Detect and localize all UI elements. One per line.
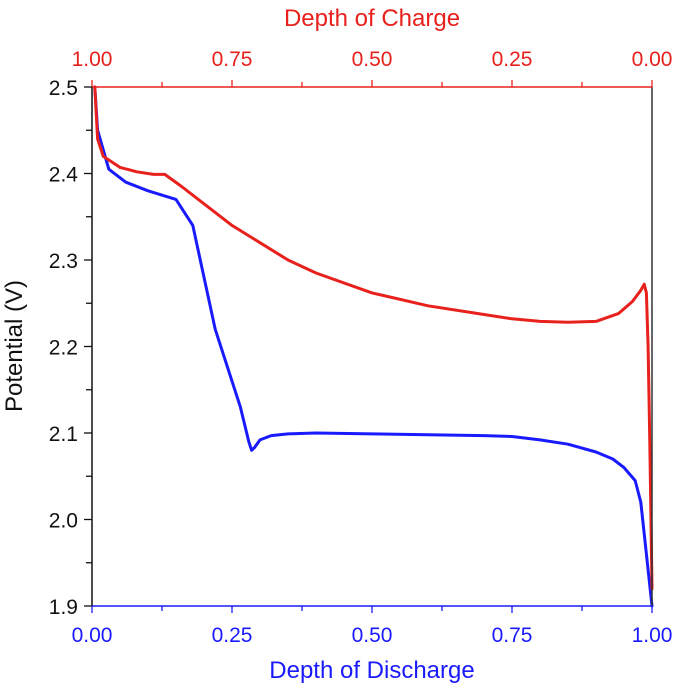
top-tick-label: 0.00 — [632, 48, 673, 71]
bottom-tick-label: 0.50 — [352, 624, 393, 647]
y-tick-label: 2.0 — [49, 510, 78, 533]
top-tick-label: 0.50 — [352, 48, 393, 71]
y-axis-title: Potential (V) — [1, 280, 28, 412]
y-tick-label: 2.4 — [49, 164, 79, 187]
bottom-tick-label: 0.75 — [492, 624, 533, 647]
y-tick-label: 2.3 — [49, 250, 78, 273]
axis-ticks — [84, 80, 653, 613]
y-tick-label: 2.1 — [49, 423, 78, 446]
y-tick-label: 1.9 — [49, 596, 78, 619]
discharge-curve — [93, 85, 654, 608]
bottom-tick-label: 1.00 — [632, 624, 673, 647]
top-tick-label: 0.25 — [492, 48, 533, 71]
bottom-tick-label: 0.00 — [72, 624, 113, 647]
y-tick-label: 2.2 — [49, 337, 78, 360]
top-tick-label: 0.75 — [212, 48, 253, 71]
axis-tick-labels: 0.00 0.25 0.50 0.75 1.00 1.00 0.75 0.50 0.25 0.00… — [49, 48, 673, 647]
bottom-axis-title: Depth of Discharge — [269, 657, 474, 684]
top-tick-label: 1.00 — [72, 48, 113, 71]
charge-curve — [93, 85, 654, 591]
bottom-tick-label: 0.25 — [212, 624, 253, 647]
y-tick-label: 2.5 — [49, 77, 78, 100]
top-axis-title: Depth of Charge — [284, 5, 460, 32]
